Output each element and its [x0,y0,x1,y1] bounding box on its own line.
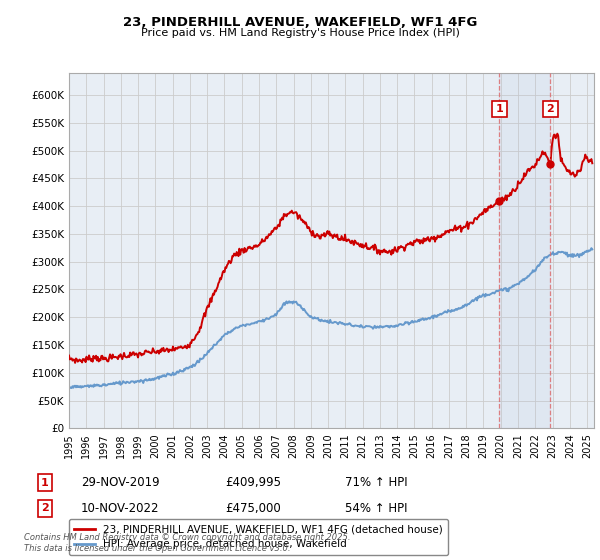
Text: Contains HM Land Registry data © Crown copyright and database right 2025.
This d: Contains HM Land Registry data © Crown c… [24,533,350,553]
Text: £409,995: £409,995 [225,476,281,489]
Bar [499,73,550,428]
Text: Price paid vs. HM Land Registry's House Price Index (HPI): Price paid vs. HM Land Registry's House … [140,28,460,38]
Text: £475,000: £475,000 [225,502,281,515]
Text: 2: 2 [41,503,49,514]
Legend: 23, PINDERHILL AVENUE, WAKEFIELD, WF1 4FG (detached house), HPI: Average price, : 23, PINDERHILL AVENUE, WAKEFIELD, WF1 4F… [69,519,448,554]
Text: 10-NOV-2022: 10-NOV-2022 [81,502,160,515]
Text: 23, PINDERHILL AVENUE, WAKEFIELD, WF1 4FG: 23, PINDERHILL AVENUE, WAKEFIELD, WF1 4F… [123,16,477,29]
Text: 54% ↑ HPI: 54% ↑ HPI [345,502,407,515]
Text: 1: 1 [496,104,503,114]
Text: 1: 1 [41,478,49,488]
Text: 2: 2 [547,104,554,114]
Text: 71% ↑ HPI: 71% ↑ HPI [345,476,407,489]
Text: 29-NOV-2019: 29-NOV-2019 [81,476,160,489]
